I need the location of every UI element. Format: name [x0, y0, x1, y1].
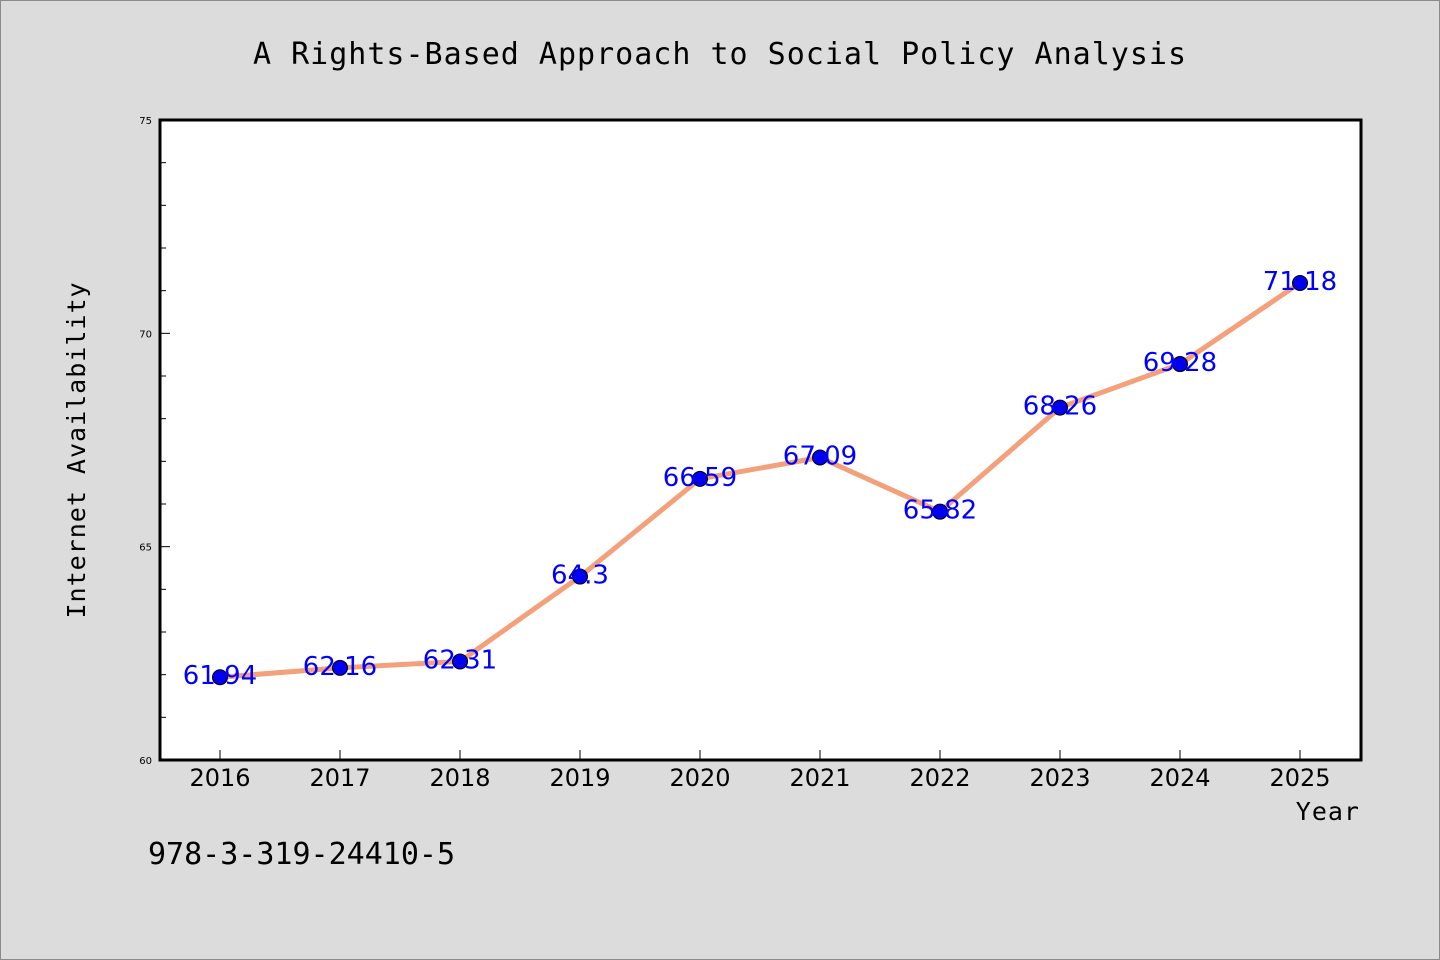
data-point: [1052, 399, 1068, 416]
x-tick-label: 2023: [1029, 764, 1090, 792]
data-label: 65.82: [903, 496, 977, 526]
x-axis: 2016 2017 2018 2019 2020 2021 2022 2023 2024 2025: [189, 750, 1331, 792]
data-label: 69.28: [1143, 348, 1217, 378]
y-axis-label: Internet Availability: [62, 281, 91, 618]
data-label: 61.94: [183, 661, 257, 691]
data-label: 64.3: [551, 561, 609, 591]
data-point: [812, 449, 828, 466]
y-tick-label: 70: [139, 329, 152, 340]
data-point: [212, 669, 228, 686]
data-point: [1172, 356, 1188, 373]
data-label: 71.18: [1263, 267, 1337, 297]
y-tick-label: 75: [139, 116, 152, 127]
series-line: [217, 280, 1303, 680]
data-point: [452, 653, 468, 670]
x-tick-label: 2025: [1269, 764, 1330, 792]
y-axis: 60 65 70 75: [139, 116, 170, 767]
x-tick-label: 2021: [789, 764, 850, 792]
x-tick-label: 2018: [429, 764, 490, 792]
data-point: [692, 470, 708, 487]
data-label: 62.31: [423, 645, 497, 675]
y-tick-label: 60: [139, 756, 152, 767]
x-tick-label: 2020: [669, 764, 730, 792]
isbn-text: 978-3-319-24410-5: [148, 837, 455, 872]
data-point: [1292, 274, 1308, 291]
x-tick-label: 2016: [189, 764, 250, 792]
data-labels: 61.94 62.16 62.31 64.3 66.59 67.09 65.82 68.26 6…: [183, 267, 1337, 691]
x-tick-label: 2024: [1149, 764, 1210, 792]
chart-title: A Rights-Based Approach to Social Policy…: [253, 37, 1187, 72]
data-point: [332, 659, 348, 676]
data-label: 68.26: [1023, 392, 1097, 422]
data-label: 66.59: [663, 463, 737, 493]
data-markers: [212, 274, 1308, 686]
data-point: [572, 568, 588, 585]
x-tick-label: 2022: [909, 764, 970, 792]
x-tick-label: 2017: [309, 764, 370, 792]
plot-area: [158, 118, 1363, 762]
y-tick-label: 65: [139, 543, 152, 554]
data-point: [932, 503, 948, 520]
x-tick-label: 2019: [549, 764, 610, 792]
data-label: 67.09: [783, 441, 857, 471]
data-label: 62.16: [303, 652, 377, 682]
x-axis-label: Year: [1296, 797, 1360, 826]
